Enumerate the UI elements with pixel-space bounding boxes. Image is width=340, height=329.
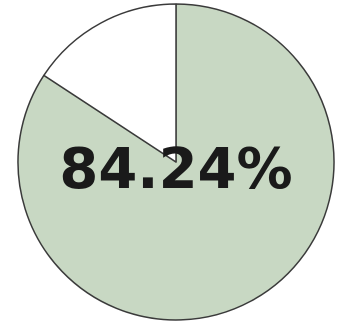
pie-slices — [17, 3, 335, 321]
percentage-label: 84.24% — [59, 137, 292, 202]
pie-slice-1 — [43, 3, 177, 163]
